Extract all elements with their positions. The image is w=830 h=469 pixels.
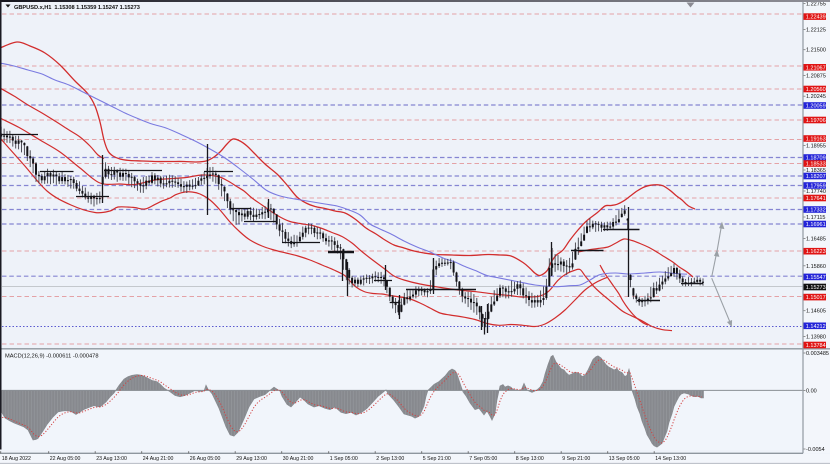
svg-text:1.15273: 1.15273 (806, 285, 826, 291)
svg-text:8 Sep 13:00: 8 Sep 13:00 (516, 456, 544, 462)
svg-text:1.16485: 1.16485 (806, 237, 826, 243)
svg-text:1.21500: 1.21500 (806, 48, 826, 54)
svg-text:22 Aug 05:00: 22 Aug 05:00 (50, 456, 81, 462)
svg-text:1.22755: 1.22755 (806, 2, 826, 8)
svg-text:1.18955: 1.18955 (806, 144, 826, 150)
svg-text:1.17740: 1.17740 (806, 189, 826, 195)
svg-text:14 Sep 13:00: 14 Sep 13:00 (655, 456, 686, 462)
svg-text:29 Aug 13:00: 29 Aug 13:00 (236, 456, 267, 462)
svg-text:GBPUSD.x,H1 1.15308 1.15359 1: GBPUSD.x,H1 1.15308 1.15359 1.15247 1.15… (14, 5, 140, 11)
svg-text:13 Sep 05:00: 13 Sep 05:00 (609, 456, 640, 462)
svg-text:1.13980: 1.13980 (806, 334, 826, 340)
svg-text:1.21067: 1.21067 (806, 65, 826, 71)
svg-text:1.22125: 1.22125 (806, 28, 826, 34)
svg-text:1.19163: 1.19163 (806, 137, 826, 143)
svg-text:18 Aug 2022: 18 Aug 2022 (2, 456, 31, 462)
svg-text:5 Sep 21:00: 5 Sep 21:00 (423, 456, 451, 462)
svg-text:1.14605: 1.14605 (806, 309, 826, 315)
svg-text:1.15860: 1.15860 (806, 264, 826, 270)
svg-text:-0.0054: -0.0054 (806, 447, 825, 453)
svg-text:1.15547: 1.15547 (806, 275, 826, 281)
svg-text:1.18709: 1.18709 (806, 156, 826, 162)
svg-text:1.18533: 1.18533 (806, 162, 826, 168)
svg-text:7 Sep 05:00: 7 Sep 05:00 (469, 456, 497, 462)
svg-text:1.17115: 1.17115 (806, 215, 825, 221)
svg-text:1.13784: 1.13784 (806, 343, 826, 349)
svg-text:23 Aug 13:00: 23 Aug 13:00 (96, 456, 127, 462)
svg-text:1.20875: 1.20875 (806, 74, 826, 80)
svg-text:1.22439: 1.22439 (806, 15, 826, 21)
svg-text:1.20560: 1.20560 (806, 87, 826, 93)
svg-text:1.19706: 1.19706 (806, 118, 826, 124)
svg-text:1.17332: 1.17332 (806, 208, 826, 214)
svg-text:1.18365: 1.18365 (806, 168, 826, 174)
svg-text:1.20245: 1.20245 (806, 94, 826, 100)
svg-text:24 Aug 21:00: 24 Aug 21:00 (143, 456, 174, 462)
svg-text:9 Sep 21:00: 9 Sep 21:00 (562, 456, 590, 462)
svg-text:1.17959: 1.17959 (806, 184, 826, 190)
svg-text:2 Sep 13:00: 2 Sep 13:00 (376, 456, 404, 462)
svg-text:1 Sep 05:00: 1 Sep 05:00 (330, 456, 358, 462)
svg-text:1.14212: 1.14212 (806, 324, 826, 330)
svg-text:1.20059: 1.20059 (806, 104, 826, 110)
svg-text:1.18207: 1.18207 (806, 174, 826, 180)
svg-text:30 Aug 21:00: 30 Aug 21:00 (283, 456, 314, 462)
svg-text:1.16961: 1.16961 (806, 222, 826, 228)
svg-text:MACD(12,26,9) -0.000611 -0.000: MACD(12,26,9) -0.000611 -0.000478 (5, 354, 98, 360)
svg-text:0.003485: 0.003485 (806, 351, 829, 357)
svg-text:1.17641: 1.17641 (806, 196, 826, 202)
svg-text:1.16223: 1.16223 (806, 249, 826, 255)
svg-text:1.15017: 1.15017 (806, 295, 826, 301)
svg-text:26 Aug 05:00: 26 Aug 05:00 (190, 456, 221, 462)
svg-text:0.00: 0.00 (806, 389, 817, 395)
